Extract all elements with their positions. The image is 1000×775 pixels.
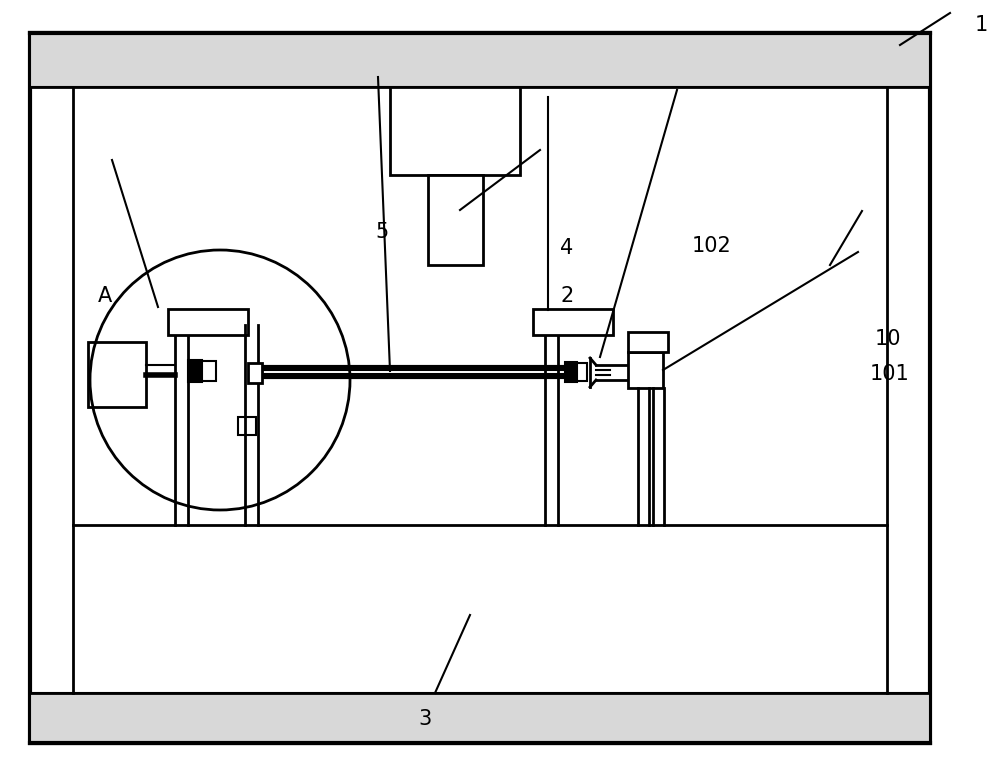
Bar bbox=[428, 175, 483, 265]
Text: 101: 101 bbox=[870, 363, 910, 384]
Bar bbox=[628, 352, 663, 388]
Bar bbox=[533, 309, 613, 335]
Bar bbox=[188, 360, 202, 382]
Bar bbox=[390, 87, 520, 175]
Bar bbox=[30, 693, 930, 743]
Bar bbox=[88, 342, 146, 407]
Text: 102: 102 bbox=[692, 236, 732, 257]
Text: 10: 10 bbox=[875, 329, 902, 350]
Text: A: A bbox=[98, 286, 112, 306]
Bar bbox=[168, 309, 248, 335]
Bar bbox=[202, 361, 216, 381]
Text: 5: 5 bbox=[375, 222, 388, 243]
Bar bbox=[30, 33, 930, 87]
Bar bbox=[565, 362, 577, 382]
Text: 4: 4 bbox=[560, 238, 573, 258]
Text: 3: 3 bbox=[418, 709, 431, 729]
Bar bbox=[248, 363, 262, 383]
Bar bbox=[577, 363, 587, 381]
Text: 1: 1 bbox=[975, 15, 988, 35]
Bar bbox=[628, 332, 668, 352]
Text: 2: 2 bbox=[560, 286, 573, 306]
Bar bbox=[238, 417, 256, 435]
